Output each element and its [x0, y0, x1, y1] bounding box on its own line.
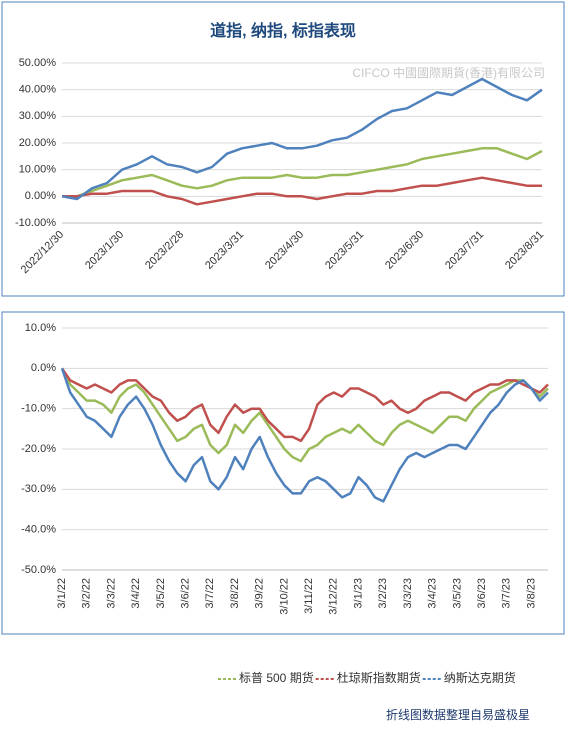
legend-label: 杜琼斯指数期货 [337, 670, 421, 685]
x-tick-label: 3/4/23 [427, 578, 439, 609]
x-tick-label: 3/1/23 [352, 578, 364, 609]
x-tick-label: 3/5/23 [451, 578, 463, 609]
x-tick-label: 3/9/22 [254, 578, 266, 609]
y-tick-label: -20.0% [21, 443, 56, 455]
x-tick-label: 3/7/22 [204, 578, 216, 609]
x-tick-label: 3/6/23 [476, 578, 488, 609]
x-tick-label: 3/3/22 [105, 578, 117, 609]
source: 折线图数据整理自易盛极星 [386, 707, 530, 722]
x-tick-label: 3/2/22 [81, 578, 93, 609]
y-tick-label: -10.00% [15, 217, 56, 229]
y-tick-label: 0.00% [25, 190, 56, 202]
watermark: CIFCO 中國國際期貨(香港)有限公司 [352, 65, 545, 80]
panel-1 [1, 1, 565, 297]
x-tick-label: 3/12/22 [328, 578, 340, 615]
panel-2 [1, 311, 565, 635]
x-tick-label: 3/7/23 [501, 578, 513, 609]
series-line [62, 147, 543, 198]
y-tick-label: -30.0% [21, 483, 56, 495]
series-line [60, 367, 549, 463]
y-tick-label: 10.00% [19, 164, 57, 176]
series-line [60, 367, 549, 503]
x-tick-label: 3/8/22 [229, 578, 241, 609]
x-tick-label: 3/5/22 [155, 578, 167, 609]
x-tick-label: 3/4/22 [130, 578, 142, 609]
y-tick-label: 40.00% [19, 84, 57, 96]
y-tick-label: 20.00% [19, 137, 57, 149]
y-tick-label: -50.0% [21, 564, 56, 576]
series-line [61, 77, 543, 201]
y-tick-label: 30.00% [19, 110, 57, 122]
x-tick-label: 3/2/23 [377, 578, 389, 609]
x-tick-label: 3/3/23 [402, 578, 414, 609]
y-tick-label: 10.0% [25, 322, 56, 334]
series-line [60, 367, 549, 443]
y-tick-label: -10.0% [21, 403, 56, 415]
y-tick-label: 0.0% [31, 362, 56, 374]
y-tick-label: 50.00% [19, 57, 57, 69]
x-tick-label: 3/1/22 [56, 578, 68, 609]
y-tick-label: -40.0% [21, 524, 56, 536]
x-tick-label: 3/11/22 [303, 578, 315, 614]
series-line [62, 176, 542, 206]
x-tick-label: 3/10/22 [278, 578, 290, 615]
chart-title: 道指, 纳指, 标指表现 [210, 21, 356, 40]
legend-label: 标普 500 期货 [239, 670, 314, 685]
x-tick-label: 3/6/22 [179, 578, 191, 609]
legend-label: 纳斯达克期货 [444, 670, 516, 685]
x-tick-label: 3/8/23 [525, 578, 537, 609]
